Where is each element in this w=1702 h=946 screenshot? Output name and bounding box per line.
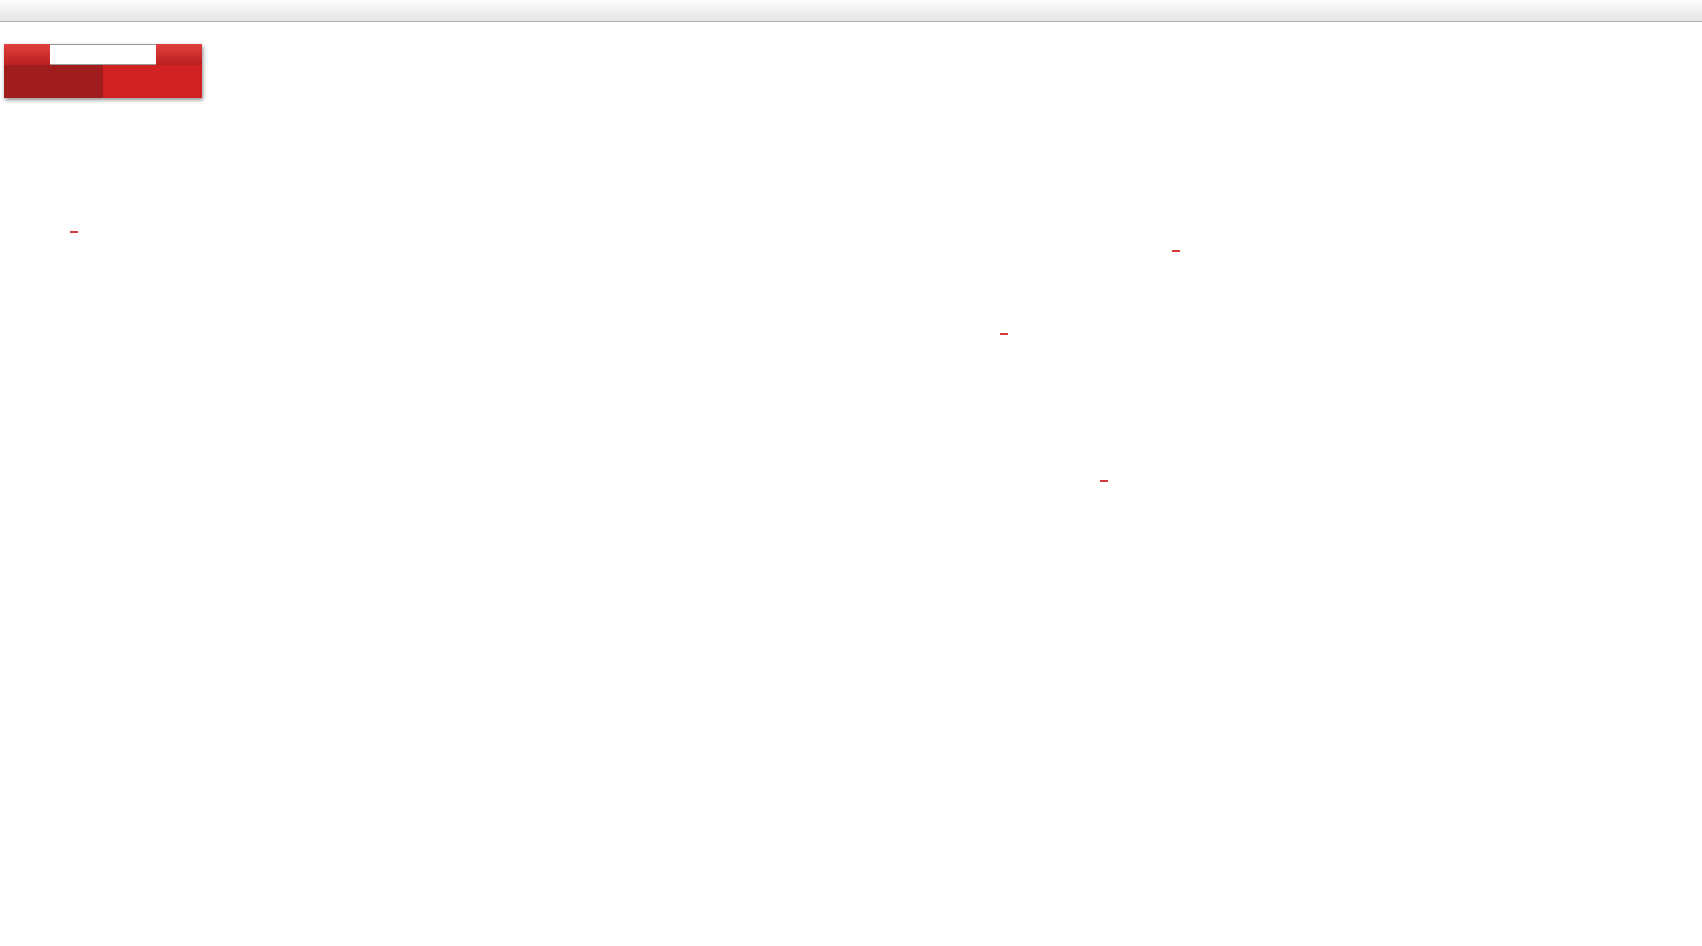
sell-price-button[interactable] [4,65,103,98]
volume-field[interactable] [50,44,156,65]
macd-header [4,557,15,569]
toolbar [0,0,1702,22]
sell-button[interactable] [4,44,50,65]
swing-high-price-label[interactable] [1172,250,1180,252]
swing-low-price-label[interactable] [1100,480,1108,482]
one-click-trading-panel [4,44,202,98]
buy-price-button[interactable] [103,65,202,98]
resistance-price-label[interactable] [70,231,78,233]
rsi-header [4,722,10,734]
key-level-price-label[interactable] [1000,333,1008,335]
buy-button[interactable] [156,44,202,65]
